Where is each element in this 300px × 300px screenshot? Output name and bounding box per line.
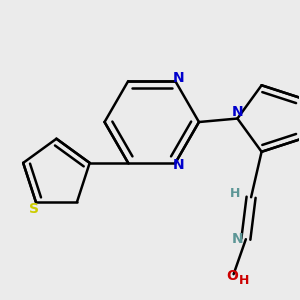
Text: N: N bbox=[232, 104, 243, 118]
Text: H: H bbox=[239, 274, 249, 287]
Text: N: N bbox=[173, 71, 185, 85]
Text: H: H bbox=[230, 187, 241, 200]
Text: O: O bbox=[226, 269, 238, 283]
Text: N: N bbox=[231, 232, 243, 246]
Text: S: S bbox=[29, 202, 39, 216]
Text: N: N bbox=[173, 158, 185, 172]
